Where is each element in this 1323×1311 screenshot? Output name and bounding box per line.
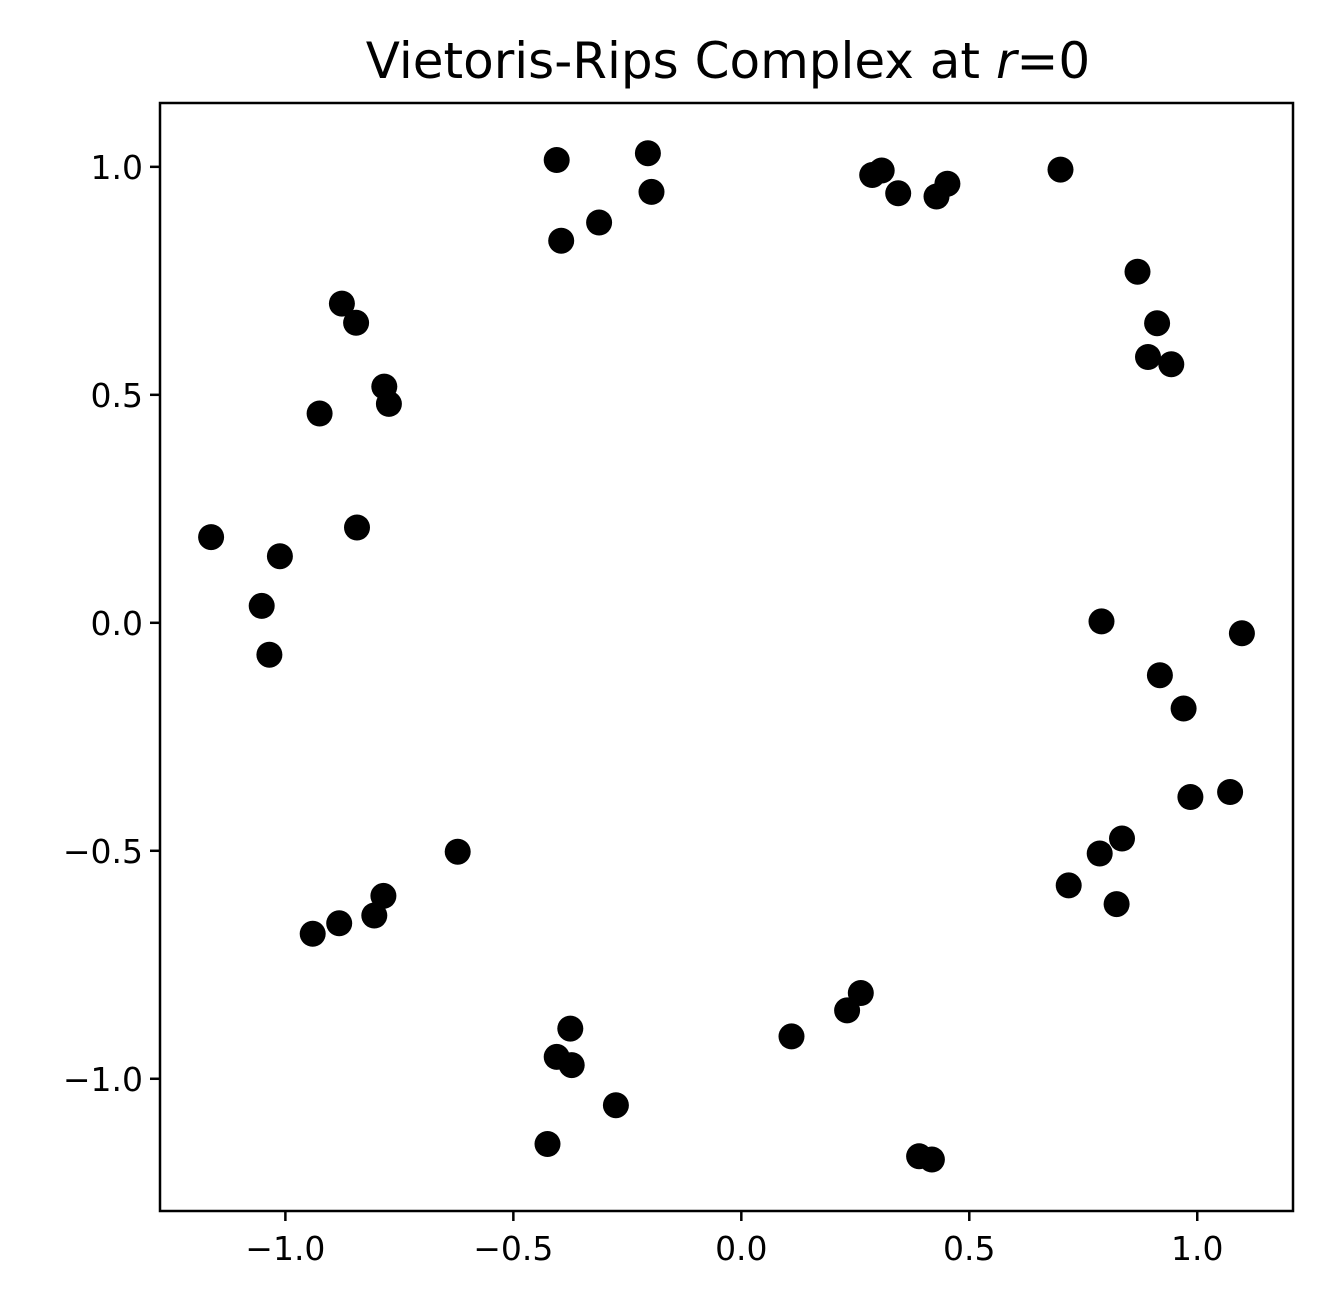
- data-points: [198, 140, 1255, 1173]
- data-point-0: [543, 147, 570, 173]
- x-tick-label-4: 1.0: [1171, 1229, 1223, 1268]
- data-point-6: [868, 157, 895, 184]
- data-point-19: [306, 400, 333, 427]
- data-point-23: [248, 592, 275, 619]
- data-point-41: [834, 997, 861, 1024]
- data-point-29: [1177, 784, 1204, 810]
- data-point-10: [1047, 156, 1074, 183]
- data-point-43: [557, 1015, 584, 1042]
- data-point-39: [299, 920, 326, 947]
- data-point-33: [1055, 872, 1082, 899]
- data-point-35: [444, 838, 471, 865]
- y-tick-label-0: 1.0: [91, 148, 143, 187]
- chart-title-text: Vietoris-Rips Complex at: [366, 32, 996, 90]
- chart-title-suffix: =0: [1017, 32, 1091, 90]
- y-tick-label-1: 0.5: [91, 376, 143, 415]
- data-point-2: [638, 178, 665, 205]
- data-point-15: [328, 290, 355, 317]
- data-point-31: [1109, 825, 1135, 852]
- data-point-11: [1124, 258, 1151, 285]
- data-point-14: [1158, 351, 1185, 378]
- x-axis-ticks: −1.0 −0.5 0.0 0.5 1.0: [245, 1211, 1223, 1268]
- y-tick-label-2: 0.0: [91, 604, 143, 643]
- data-point-12: [1144, 310, 1171, 337]
- data-point-47: [534, 1131, 561, 1157]
- data-point-38: [326, 910, 353, 937]
- data-point-4: [548, 227, 575, 254]
- data-point-25: [1088, 608, 1115, 635]
- chart-title: Vietoris-Rips Complex at r=0: [366, 32, 1090, 90]
- data-point-37: [361, 902, 388, 929]
- data-point-34: [1103, 891, 1130, 918]
- y-tick-label-3: −0.5: [63, 832, 143, 871]
- data-point-49: [918, 1146, 945, 1173]
- data-point-18: [375, 390, 402, 417]
- data-point-27: [1146, 662, 1173, 689]
- y-tick-label-4: −1.0: [63, 1060, 143, 1099]
- x-tick-label-3: 0.5: [943, 1229, 995, 1268]
- data-point-30: [1217, 779, 1244, 805]
- y-axis-ticks: 1.0 0.5 0.0 −0.5 −1.0: [63, 148, 160, 1099]
- data-point-1: [634, 140, 661, 167]
- data-point-16: [343, 309, 370, 336]
- data-point-46: [602, 1092, 629, 1119]
- data-point-42: [778, 1023, 805, 1050]
- data-point-21: [198, 524, 225, 551]
- data-point-3: [586, 209, 613, 236]
- x-tick-label-2: 0.0: [715, 1229, 767, 1268]
- chart-title-variable: r: [996, 32, 1020, 90]
- data-point-13: [1135, 344, 1161, 370]
- data-point-28: [1170, 695, 1197, 722]
- data-point-24: [256, 641, 283, 668]
- data-point-7: [885, 180, 912, 207]
- data-point-26: [1228, 620, 1255, 647]
- data-point-9: [934, 170, 961, 197]
- data-point-20: [344, 514, 370, 541]
- plot-frame: [158, 101, 1295, 1213]
- data-point-40: [847, 980, 874, 1006]
- x-tick-label-0: −1.0: [245, 1229, 325, 1268]
- data-point-32: [1086, 840, 1113, 867]
- data-point-45: [558, 1052, 585, 1079]
- data-point-36: [370, 882, 397, 909]
- data-point-22: [266, 543, 293, 570]
- x-tick-label-1: −0.5: [473, 1229, 553, 1268]
